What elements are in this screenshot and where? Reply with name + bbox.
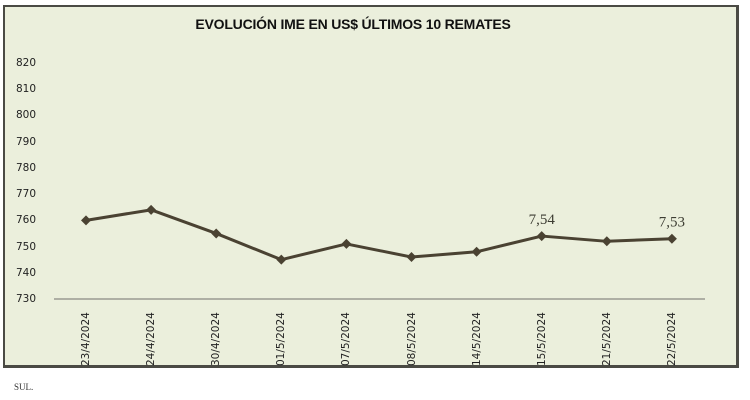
diamond-marker-icon — [536, 231, 547, 242]
diamond-marker-icon — [211, 228, 222, 239]
series-line — [85, 208, 672, 262]
data-label: 7,53 — [659, 215, 685, 231]
y-tick-label: 780 — [16, 161, 37, 174]
diamond-marker-icon — [601, 236, 612, 247]
y-tick-label: 800 — [16, 109, 37, 122]
data-label: 7,54 — [529, 212, 556, 228]
diamond-marker-icon — [341, 238, 352, 249]
y-tick-label: 750 — [16, 240, 37, 253]
y-tick-label: 810 — [16, 83, 37, 96]
y-tick-label: 790 — [16, 135, 37, 148]
diamond-marker-icon — [471, 246, 482, 257]
y-tick-label: 730 — [16, 293, 37, 305]
chart-container — [3, 5, 739, 368]
y-tick-label: 760 — [16, 214, 37, 227]
source-note: SUL. — [14, 382, 34, 392]
diamond-marker-icon — [406, 252, 417, 263]
diamond-marker-icon — [276, 254, 287, 265]
diamond-marker-icon — [146, 204, 157, 215]
diamond-marker-icon — [81, 215, 91, 226]
y-tick-label: 770 — [16, 188, 37, 201]
diamond-marker-icon — [666, 233, 677, 244]
chart-title: EVOLUCIÓN IME EN US$ ÚLTIMOS 10 REMATES — [195, 16, 511, 32]
y-tick-label: 820 — [16, 57, 37, 69]
y-tick-label: 740 — [16, 266, 37, 279]
